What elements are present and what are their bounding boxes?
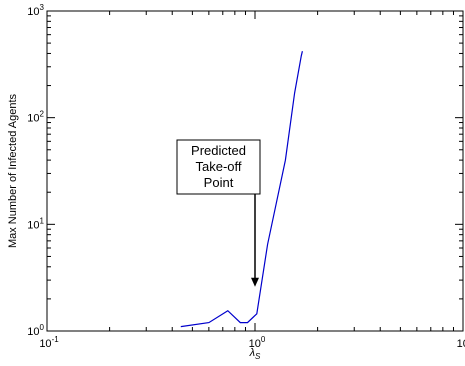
annotation-line: Predicted bbox=[191, 143, 246, 158]
annotation: Predicted Take-off Point bbox=[176, 139, 261, 287]
annotation-line: Take-off bbox=[195, 159, 241, 174]
y-tick-label: 101 bbox=[27, 216, 44, 231]
y-tick-label: 102 bbox=[27, 110, 44, 125]
y-tick-label: 103 bbox=[27, 3, 44, 18]
series-line bbox=[180, 51, 303, 328]
axis-ticks bbox=[46, 10, 464, 332]
plot-area bbox=[46, 10, 464, 332]
x-tick-label: 100 bbox=[249, 335, 266, 350]
annotation-line: Point bbox=[204, 175, 234, 190]
x-axis-label: λS bbox=[249, 347, 261, 361]
y-axis-label: Max Number of Infected Agents bbox=[7, 93, 19, 248]
y-tick-labels: 100 101 102 103 bbox=[27, 3, 44, 338]
x-tick-label: 101 bbox=[457, 335, 465, 350]
annotation-arrow-head bbox=[251, 277, 259, 287]
x-tick-labels: 10-1 100 101 bbox=[39, 335, 465, 350]
x-tick-label: 10-1 bbox=[39, 335, 59, 350]
y-tick-label: 100 bbox=[27, 323, 44, 338]
annotation-box bbox=[176, 139, 261, 195]
